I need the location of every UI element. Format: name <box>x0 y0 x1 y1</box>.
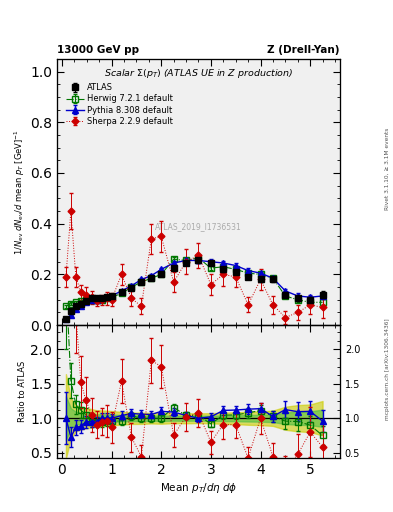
Text: Z (Drell-Yan): Z (Drell-Yan) <box>268 45 340 55</box>
Text: Rivet 3.1.10, ≥ 3.1M events: Rivet 3.1.10, ≥ 3.1M events <box>385 128 390 210</box>
Y-axis label: Ratio to ATLAS: Ratio to ATLAS <box>18 361 28 422</box>
Y-axis label: $1/N_{\rm ev}\;dN_{\rm ev}/d$ mean $p_T$ [GeV]$^{-1}$: $1/N_{\rm ev}\;dN_{\rm ev}/d$ mean $p_T$… <box>13 129 28 255</box>
Text: mcplots.cern.ch [arXiv:1306.3436]: mcplots.cern.ch [arXiv:1306.3436] <box>385 318 390 419</box>
Legend: ATLAS, Herwig 7.2.1 default, Pythia 8.308 default, Sherpa 2.2.9 default: ATLAS, Herwig 7.2.1 default, Pythia 8.30… <box>64 82 175 127</box>
X-axis label: Mean $p_T/d\eta\;d\phi$: Mean $p_T/d\eta\;d\phi$ <box>160 481 237 495</box>
Text: Scalar $\Sigma(p_T)$ (ATLAS UE in Z production): Scalar $\Sigma(p_T)$ (ATLAS UE in Z prod… <box>104 67 293 80</box>
Text: ATLAS_2019_I1736531: ATLAS_2019_I1736531 <box>155 222 242 231</box>
Text: 13000 GeV pp: 13000 GeV pp <box>57 45 139 55</box>
